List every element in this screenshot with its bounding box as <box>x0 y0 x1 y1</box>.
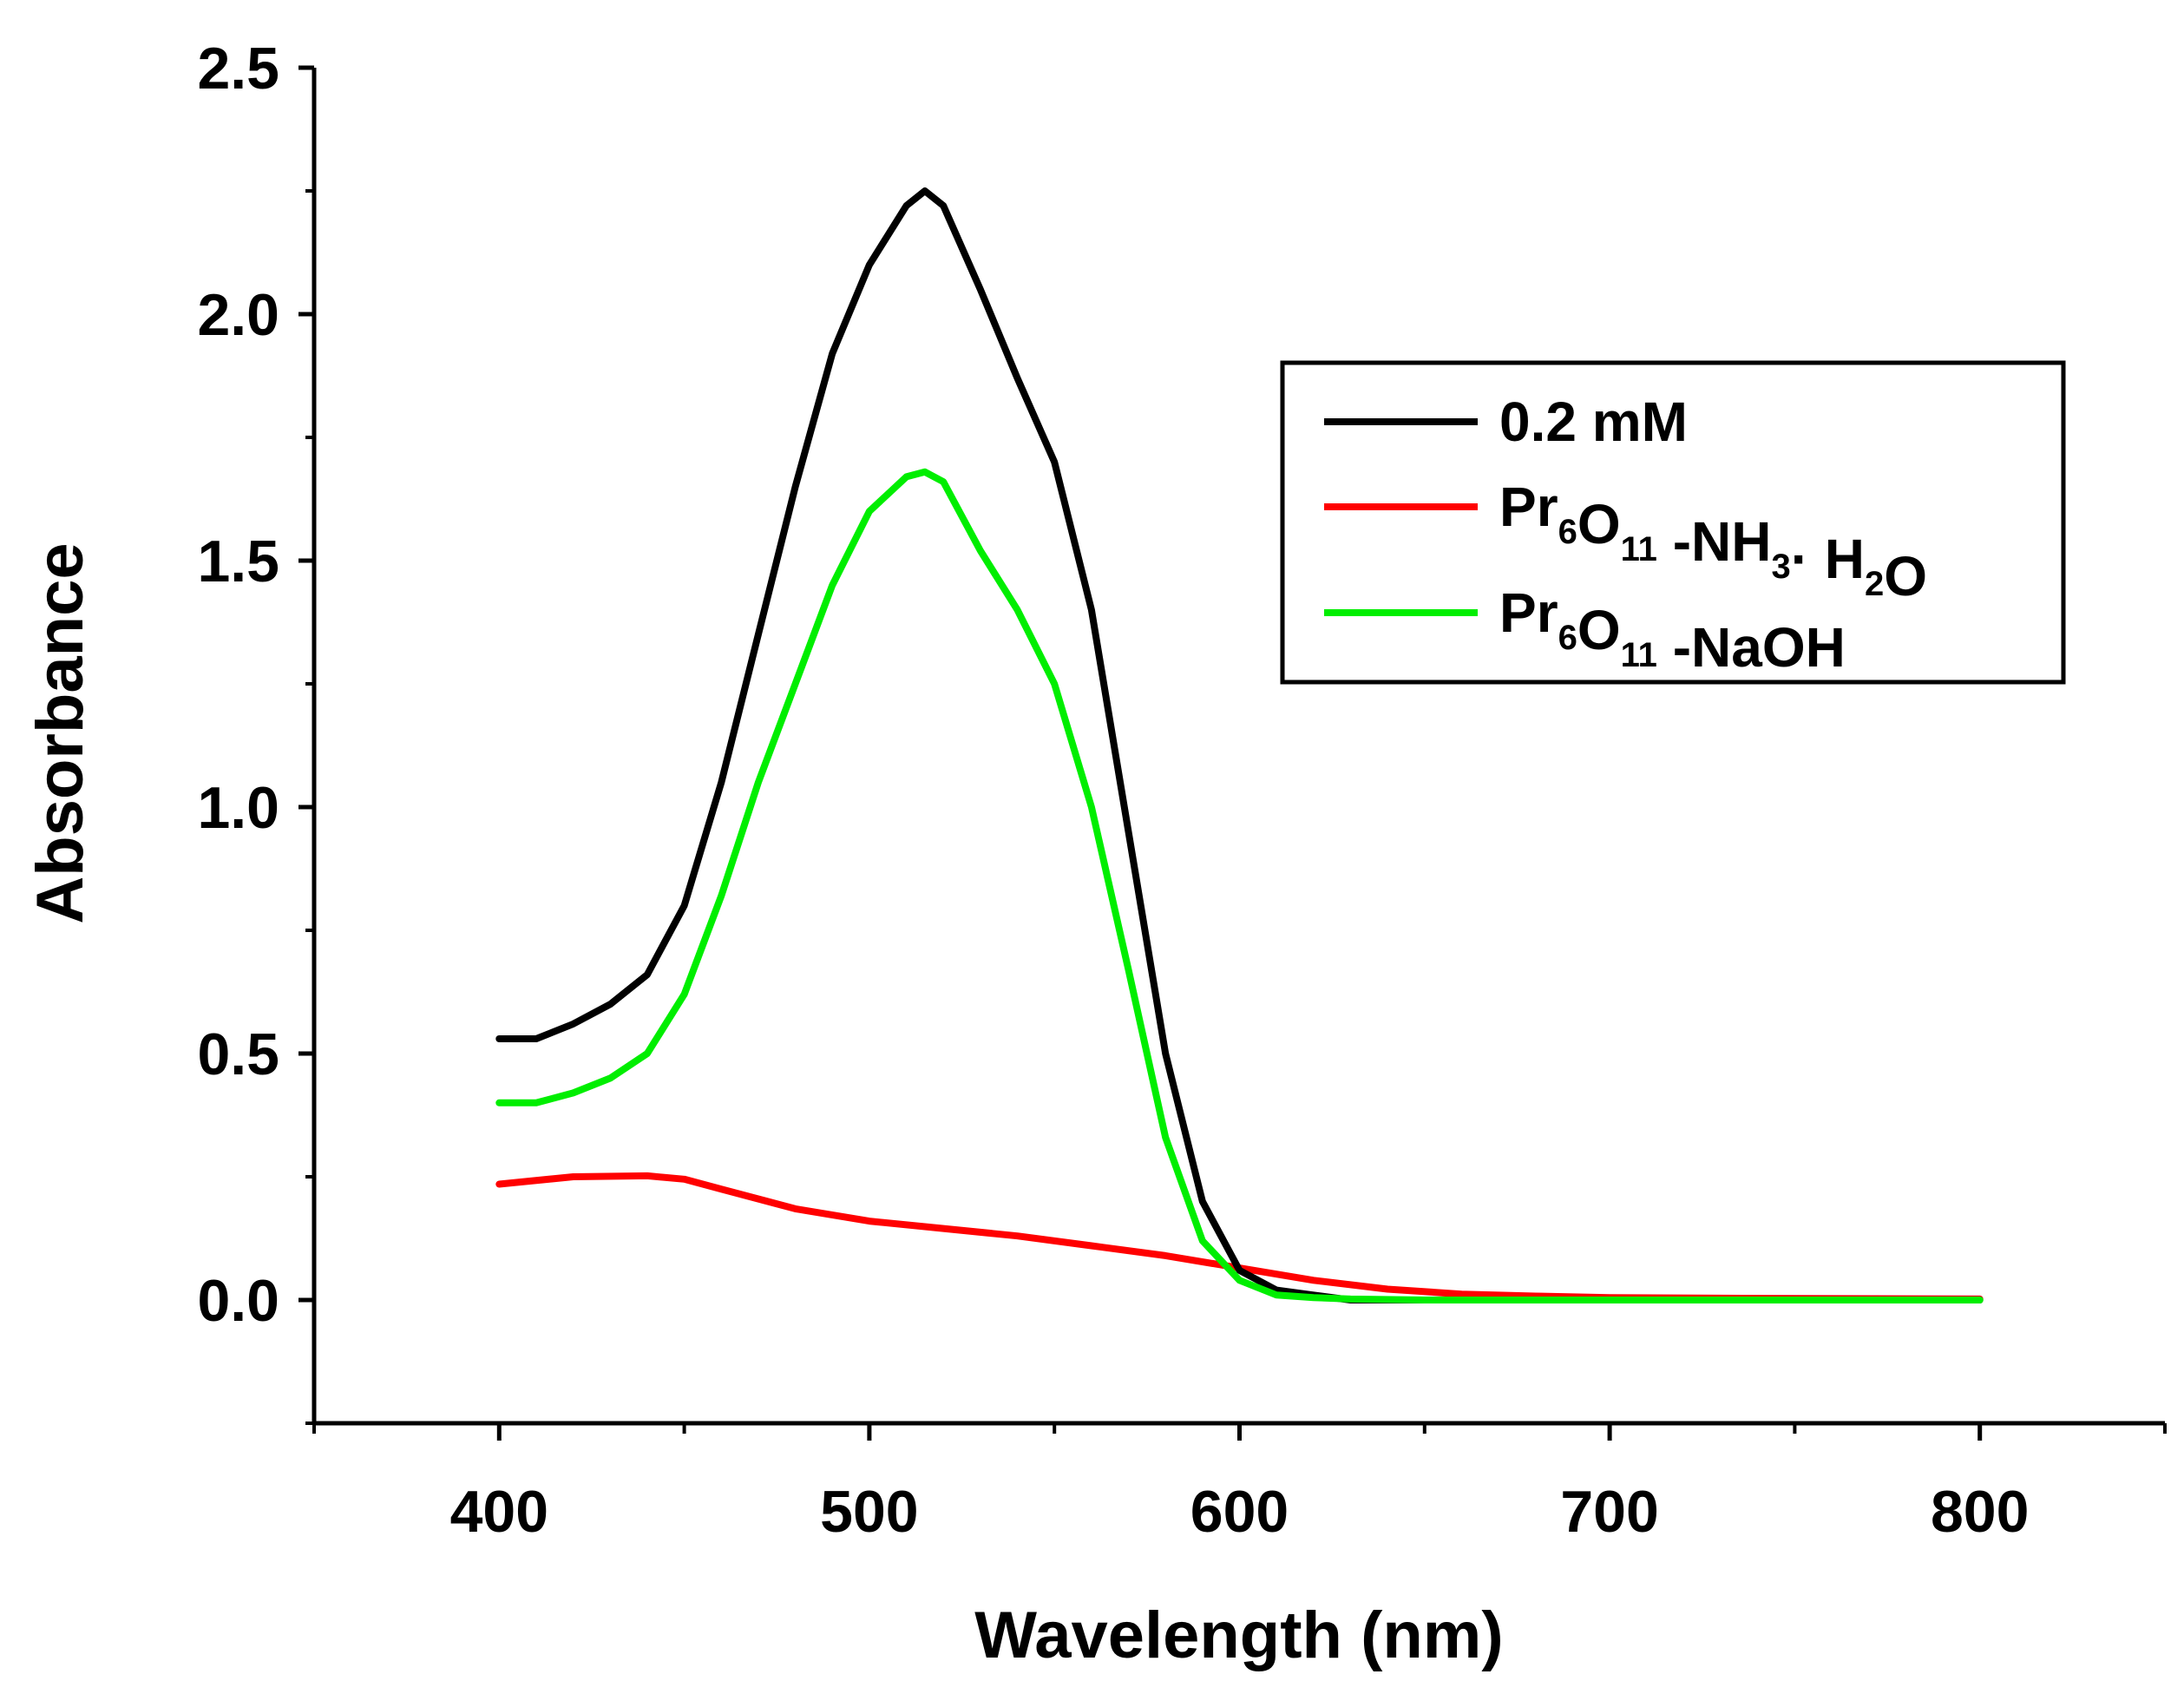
x-tick-label: 700 <box>1560 1479 1658 1545</box>
plot-frame <box>312 68 2165 1426</box>
legend-label-2: Pr6O11 -NaOH <box>1499 581 1846 679</box>
series-line-0 <box>495 187 1984 1303</box>
series-line-1 <box>495 1172 1984 1303</box>
y-tick-label: 1.0 <box>197 775 279 841</box>
series-layer <box>495 187 1984 1303</box>
legend-box <box>1280 360 2066 685</box>
y-tick-label: 1.5 <box>197 529 279 594</box>
y-tick-label: 2.5 <box>197 36 279 102</box>
legend-label-1: Pr6O11 -NH3· H2O <box>1499 476 1927 607</box>
axis-ticks <box>298 65 2167 1441</box>
x-tick-label: 400 <box>450 1479 548 1545</box>
y-axis-title: Absorbance <box>23 542 97 923</box>
y-tick-label: 0.0 <box>197 1268 279 1334</box>
x-tick-label: 500 <box>820 1479 918 1545</box>
y-tick-label: 2.0 <box>197 282 279 348</box>
tick-labels: 0.0 0.5 1.0 1.5 2.0 2.5 400 500 600 700 800 <box>197 36 2029 1545</box>
series-line-2 <box>495 468 1984 1303</box>
x-tick-label: 600 <box>1190 1479 1289 1545</box>
y-tick-label: 0.5 <box>197 1021 279 1087</box>
x-axis-title: Wavelength (nm) <box>974 1599 1503 1672</box>
x-tick-label: 800 <box>1931 1479 2029 1545</box>
legend-label-0: 0.2 mM <box>1499 391 1688 453</box>
